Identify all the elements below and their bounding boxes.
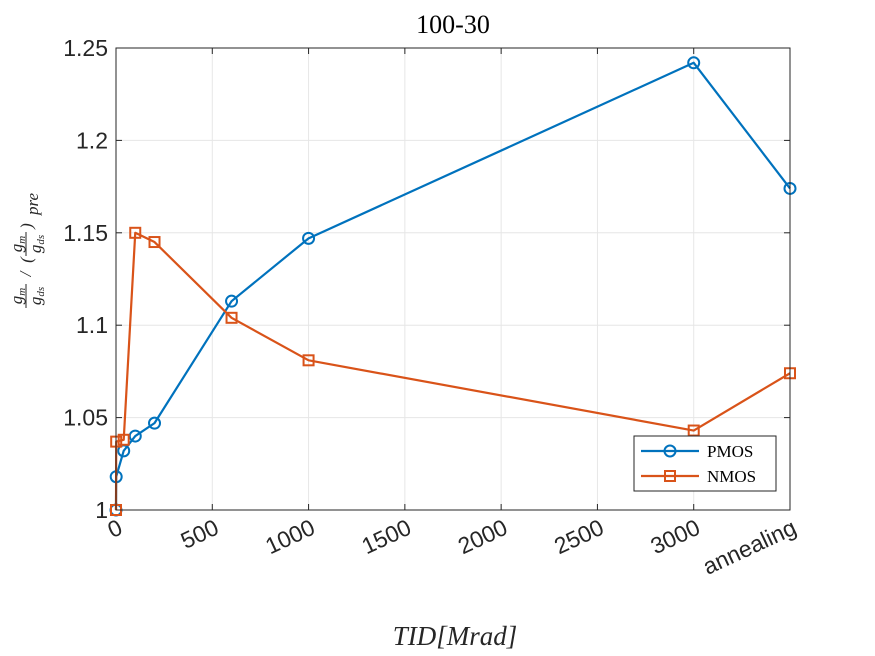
legend-nmos-marker	[664, 470, 676, 482]
svg-text:(: (	[17, 256, 36, 263]
series-nmos-point	[302, 354, 315, 367]
legend-pmos-marker	[663, 444, 677, 458]
series-pmos-point	[225, 294, 239, 308]
y-tick-label: 1.2	[76, 127, 108, 153]
series-nmos-point	[117, 433, 130, 446]
legend-pmos-label: PMOS	[707, 442, 753, 461]
svg-text:): )	[17, 223, 36, 230]
svg-text:pre: pre	[23, 193, 42, 216]
legend: PMOS NMOS	[633, 435, 777, 492]
series-pmos-point	[687, 56, 701, 70]
axes-box	[115, 47, 791, 511]
y-tick-label: 1.1	[76, 312, 108, 338]
series-pmos-line	[114, 61, 791, 511]
series-pmos-point	[148, 416, 162, 430]
y-tick-label: 1.05	[63, 405, 108, 431]
legend-nmos-label: NMOS	[707, 467, 756, 486]
plot-area	[116, 48, 790, 510]
y-tick-label: 1.15	[63, 220, 108, 246]
legend-box	[633, 435, 777, 492]
y-tick-label: 1	[95, 497, 108, 523]
x-axis-label: TID[Mrad]	[393, 621, 518, 651]
svg-text:/: /	[16, 269, 35, 277]
series-pmos-point	[302, 231, 316, 245]
series-pmos-point	[128, 429, 142, 443]
series-layer	[109, 56, 797, 517]
series-nmos-point	[148, 236, 161, 249]
chart-title: 100-30	[416, 10, 490, 39]
y-tick-label: 1.25	[63, 35, 108, 61]
series-nmos-point	[225, 311, 238, 324]
series-nmos-point	[129, 226, 142, 239]
